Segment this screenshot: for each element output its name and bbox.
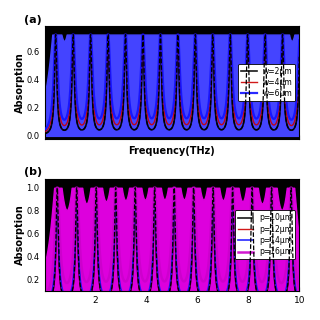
w=4μm — [53, 33, 57, 36]
Y-axis label: Absorption: Absorption — [15, 52, 25, 113]
w=4μm — [307, 128, 310, 132]
p=10μm — [283, 294, 286, 298]
p=10μm — [213, 263, 217, 267]
p=12μm — [43, 299, 46, 302]
p=14μm — [310, 300, 314, 303]
p=10μm — [275, 292, 279, 295]
w=6μm — [283, 64, 286, 68]
X-axis label: Frequency(THz): Frequency(THz) — [129, 146, 215, 156]
w=4μm — [163, 114, 167, 117]
w=2μm — [307, 131, 310, 134]
p=12μm — [307, 300, 310, 303]
w=4μm — [43, 130, 46, 134]
p=14μm — [309, 300, 313, 303]
p=12μm — [55, 186, 59, 190]
w=6μm — [213, 78, 217, 82]
w=6μm — [43, 128, 46, 132]
p=12μm — [163, 294, 167, 298]
Text: (b): (b) — [24, 167, 42, 177]
p=14μm — [283, 292, 286, 295]
Line: w=4μm: w=4μm — [44, 35, 312, 132]
p=12μm — [310, 300, 314, 304]
p=16μm — [213, 220, 217, 224]
Line: p=10μm: p=10μm — [44, 188, 312, 302]
w=2μm — [275, 126, 279, 130]
p=16μm — [55, 186, 59, 190]
p=16μm — [283, 277, 286, 281]
w=2μm — [310, 132, 314, 136]
Legend: p=10μm, p=12μm, p=14μm, p=16μm: p=10μm, p=12μm, p=14μm, p=16μm — [235, 210, 295, 259]
p=16μm — [310, 297, 314, 301]
p=10μm — [43, 299, 46, 303]
p=12μm — [309, 300, 313, 303]
p=10μm — [55, 186, 59, 190]
w=2μm — [43, 132, 46, 136]
w=6μm — [310, 129, 314, 132]
Legend: w=2μm, w=4μm, w=6μm: w=2μm, w=4μm, w=6μm — [238, 64, 295, 101]
Line: p=16μm: p=16μm — [44, 188, 312, 299]
p=14μm — [275, 288, 279, 292]
w=2μm — [213, 107, 217, 111]
p=10μm — [307, 300, 310, 303]
p=14μm — [55, 186, 59, 190]
p=10μm — [310, 300, 314, 304]
p=16μm — [309, 297, 313, 301]
p=16μm — [43, 294, 46, 298]
p=14μm — [163, 293, 167, 297]
Line: w=2μm: w=2μm — [44, 35, 312, 134]
w=6μm — [275, 111, 279, 115]
w=6μm — [163, 104, 167, 108]
w=4μm — [213, 92, 217, 96]
p=16μm — [275, 269, 279, 273]
w=4μm — [309, 130, 313, 134]
w=2μm — [54, 33, 58, 36]
Line: w=6μm: w=6μm — [44, 35, 312, 131]
w=6μm — [309, 128, 313, 132]
p=14μm — [307, 299, 310, 303]
w=4μm — [310, 131, 314, 134]
w=6μm — [53, 33, 57, 36]
Line: p=14μm: p=14μm — [44, 188, 312, 301]
p=10μm — [163, 295, 167, 299]
w=4μm — [275, 119, 279, 123]
p=12μm — [213, 259, 217, 262]
w=2μm — [163, 122, 167, 126]
Y-axis label: Absorption: Absorption — [15, 204, 25, 265]
w=4μm — [283, 78, 286, 82]
p=16μm — [307, 296, 310, 300]
p=10μm — [309, 300, 313, 304]
w=6μm — [307, 124, 310, 128]
p=12μm — [283, 293, 286, 297]
p=14μm — [213, 254, 217, 258]
p=14μm — [43, 298, 46, 302]
p=16μm — [163, 279, 167, 283]
p=12μm — [275, 290, 279, 294]
Text: (a): (a) — [24, 15, 42, 25]
Line: p=12μm: p=12μm — [44, 188, 312, 302]
w=2μm — [309, 132, 313, 136]
w=2μm — [283, 95, 286, 99]
